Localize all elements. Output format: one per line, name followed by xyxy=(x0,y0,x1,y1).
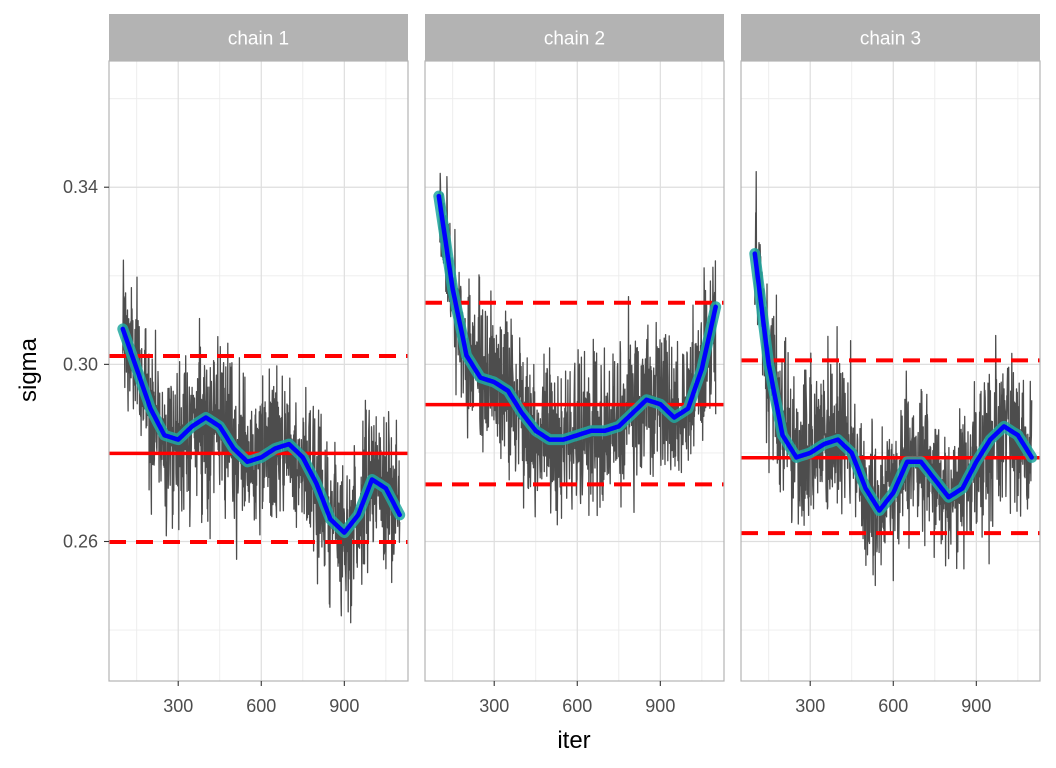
trace-line xyxy=(754,171,1033,587)
facet-strip xyxy=(741,14,1040,61)
facet-strip-label: chain 2 xyxy=(544,29,605,50)
facet-panel: chain 3 300 600 900 xyxy=(740,14,1041,716)
smooth-line xyxy=(752,251,1034,513)
trace-line xyxy=(438,172,717,526)
facet-panel: chain 2 300 600 900 xyxy=(424,14,725,716)
smooth-line xyxy=(436,193,718,442)
facet-strip-label: chain 1 xyxy=(228,29,289,50)
facet-panel: chain 1 300 600 900 xyxy=(108,14,409,716)
panel-border xyxy=(108,60,409,682)
panel-background xyxy=(109,61,408,681)
panel-border xyxy=(424,60,725,682)
facet-strip-label: chain 3 xyxy=(860,29,921,50)
x-axis-title: iter xyxy=(557,727,590,754)
x-tick-label: 900 xyxy=(645,696,675,716)
x-tick-label: 300 xyxy=(479,696,509,716)
x-tick-label: 600 xyxy=(246,696,276,716)
y-tick-label: 0.30 xyxy=(63,354,98,374)
facet-panels: chain 1 300 600 900 chain 2 300 600 900 chain 3 3… xyxy=(108,14,1041,716)
y-axis: 0.26 0.30 0.34 xyxy=(63,177,109,552)
x-tick-label: 600 xyxy=(878,696,908,716)
y-tick-label: 0.26 xyxy=(63,532,98,552)
smooth-line xyxy=(120,326,402,535)
x-tick-label: 900 xyxy=(329,696,359,716)
x-tick-label: 300 xyxy=(163,696,193,716)
x-tick-label: 900 xyxy=(961,696,991,716)
facet-strip xyxy=(425,14,724,61)
y-tick-label: 0.34 xyxy=(63,177,98,197)
x-tick-label: 300 xyxy=(795,696,825,716)
panel-border xyxy=(740,60,1041,682)
facet-strip xyxy=(109,14,408,61)
x-tick-label: 600 xyxy=(562,696,592,716)
y-axis-title: sigma xyxy=(15,337,42,402)
panel-background xyxy=(741,61,1040,681)
